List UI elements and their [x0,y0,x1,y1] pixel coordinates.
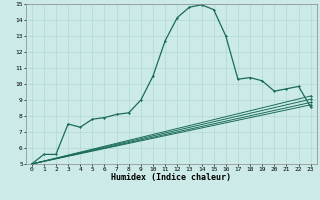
X-axis label: Humidex (Indice chaleur): Humidex (Indice chaleur) [111,173,231,182]
